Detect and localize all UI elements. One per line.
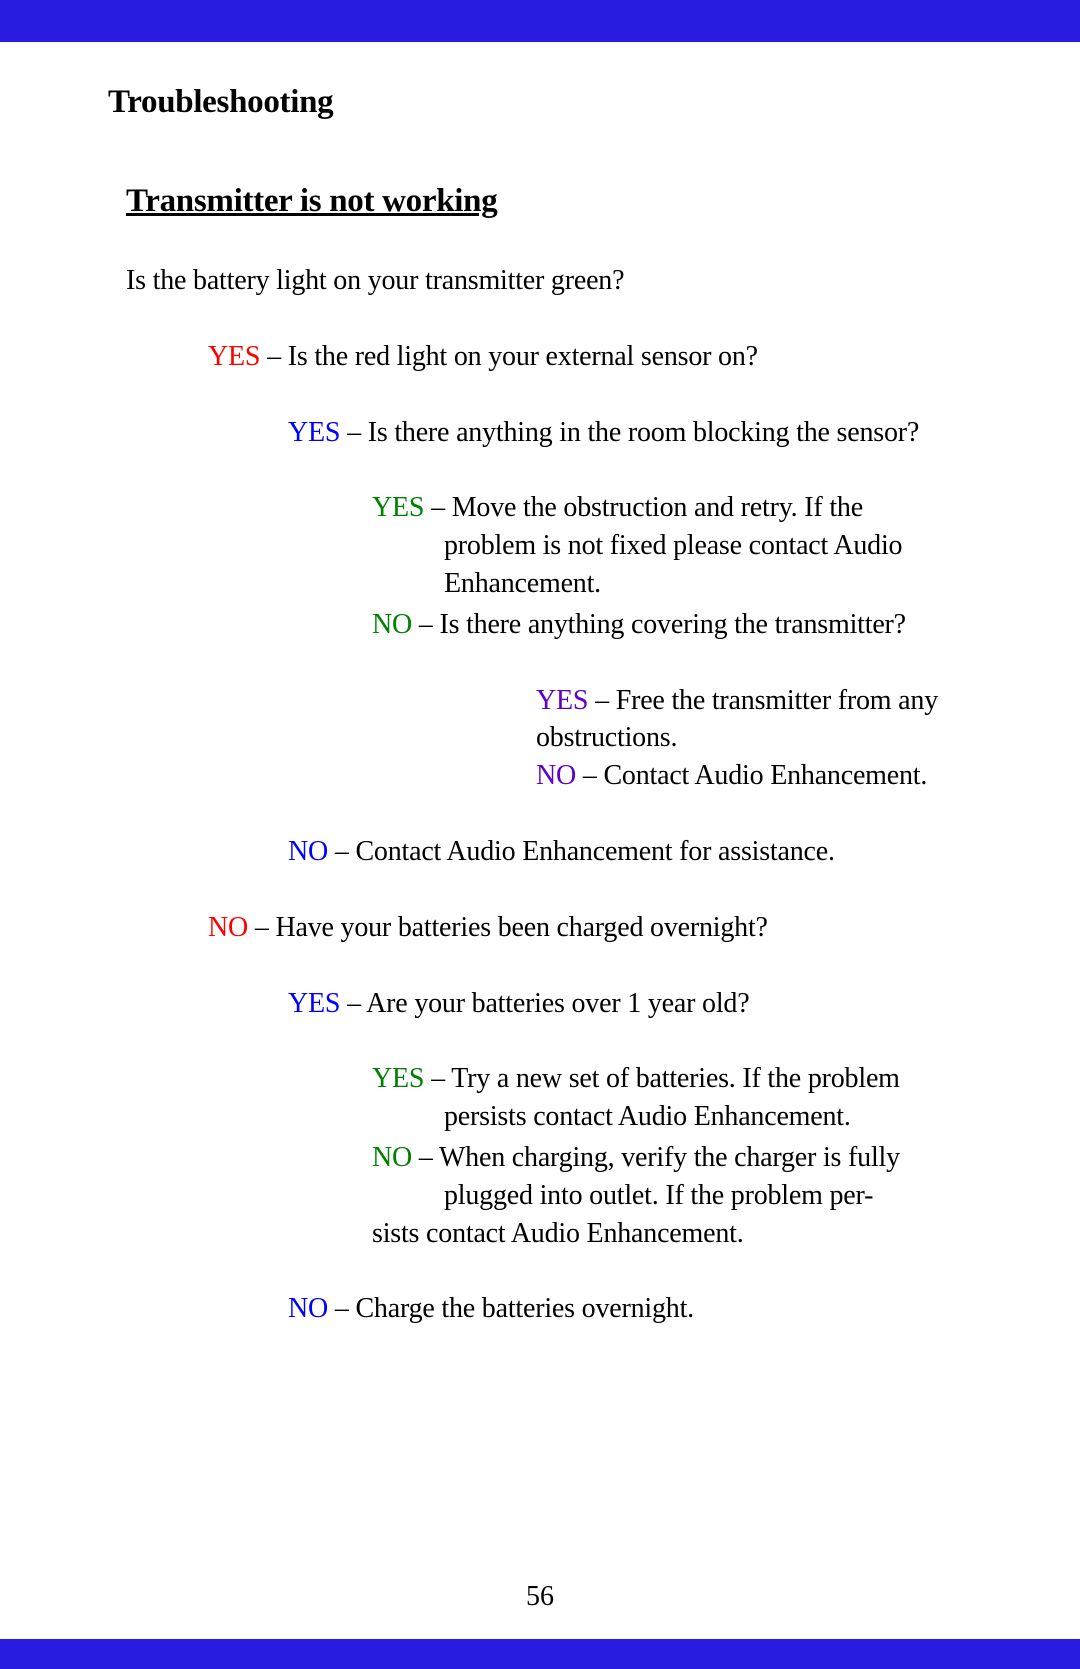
answer-text-inline: – Move the obstruction and retry. If the <box>424 492 863 523</box>
answer-text: – Is the red light on your external sens… <box>260 341 758 372</box>
answer-no-4: NO – Charge the batteries overnight. <box>288 1290 972 1328</box>
answer-no-0: NO – Have your batteries been charged ov… <box>208 909 972 947</box>
answer-text: – Is there anything in the room blocking… <box>340 417 919 448</box>
answer-text-inline: – Contact Audio Enhance­ment. <box>576 760 927 791</box>
answer-block-level3b: YES – Try a new set of batteries. If the… <box>372 1060 972 1252</box>
answer-block-level4: YES – Free the transmitter from any obst… <box>536 682 972 795</box>
yes-label: YES <box>288 417 340 448</box>
answer-no-3: NO – Contact Audio Enhance­ment. <box>536 757 972 795</box>
answer-text-inline: – Charge the batteries overnight. <box>328 1293 694 1324</box>
header-bar <box>0 0 1080 42</box>
section-title: Transmitter is not working <box>126 183 972 220</box>
answer-text-inline: – Are your batteries over 1 year old? <box>340 988 749 1019</box>
page-title: Troubleshooting <box>108 84 972 121</box>
answer-text-inline: – Have your batteries been charged overn… <box>248 912 768 943</box>
answer-no-5-cont2: sists contact Audio Enhancement. <box>372 1215 972 1253</box>
answer-yes-2: YES – Move the obstruction and retry. If… <box>372 489 972 602</box>
answer-yes-3: YES – Free the transmitter from any obst… <box>536 682 972 758</box>
answer-no-2: NO – Is there anything covering the tran… <box>372 606 972 644</box>
no-label: NO <box>208 912 248 943</box>
yes-label: YES <box>372 492 424 523</box>
question-root: Is the battery light on your transmitter… <box>126 262 972 300</box>
no-label: NO <box>372 609 412 640</box>
answer-yes-4: YES – Are your batteries over 1 year old… <box>288 985 972 1023</box>
no-label: NO <box>372 1142 412 1173</box>
no-label: NO <box>288 836 328 867</box>
answer-no-5: NO – When charging, verify the charger i… <box>372 1139 972 1215</box>
yes-label: YES <box>536 685 588 716</box>
no-label: NO <box>288 1293 328 1324</box>
answer-text-inline: – Try a new set of batteries. If the pro… <box>424 1063 899 1094</box>
answer-text-inline: – Contact Audio Enhancement for assistan… <box>328 836 835 867</box>
footer-bar <box>0 1639 1080 1669</box>
answer-cont: persists contact Audio Enhancement. <box>372 1098 972 1136</box>
yes-label: YES <box>288 988 340 1019</box>
answer-cont: plugged into outlet. If the problem per- <box>372 1177 972 1215</box>
answer-yes-1: YES – Is there anything in the room bloc… <box>288 414 972 452</box>
page-content: Troubleshooting Transmitter is not worki… <box>0 42 1080 1328</box>
yes-label: YES <box>372 1063 424 1094</box>
answer-text-inline: – Free the transmitter from any obstruct… <box>536 685 938 754</box>
answer-block-level3a: YES – Move the obstruction and retry. If… <box>372 489 972 643</box>
page-number: 56 <box>0 1581 1080 1613</box>
answer-text-inline: – When charging, verify the charger is f… <box>412 1142 900 1173</box>
answer-yes-0: YES – Is the red light on your external … <box>208 338 972 376</box>
answer-no-1: NO – Contact Audio Enhancement for assis… <box>288 833 972 871</box>
answer-yes-5: YES – Try a new set of batteries. If the… <box>372 1060 972 1136</box>
answer-cont: problem is not fixed please contact Audi… <box>372 527 972 603</box>
yes-label: YES <box>208 341 260 372</box>
no-label: NO <box>536 760 576 791</box>
answer-text-inline: – Is there anything covering the transmi… <box>412 609 906 640</box>
